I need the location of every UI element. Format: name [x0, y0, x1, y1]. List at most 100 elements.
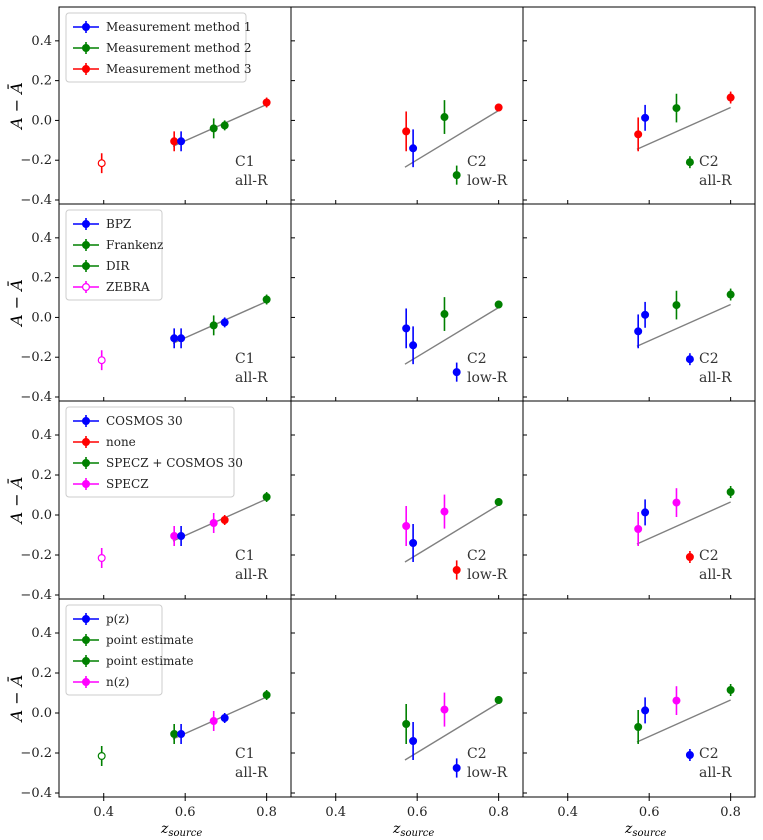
legend-marker [81, 677, 90, 686]
y-axis-label: A − Ā [6, 82, 26, 131]
x-tick-label: 0.8 [256, 805, 277, 820]
y-tick-label: 0.4 [31, 428, 52, 443]
y-tick-label: −0.4 [20, 193, 52, 208]
legend-box [65, 209, 163, 301]
reference-line [404, 109, 499, 168]
panel-label-selection: all-R [699, 765, 732, 781]
legend: COSMOS 30 none SPECZ + COSMOS 30 SPECZ [65, 406, 243, 498]
panel-label-sample: C2 [699, 351, 719, 367]
x-tick-label: 0.4 [325, 805, 346, 820]
x-axis-label-subscript: source [400, 828, 434, 839]
point-marker [97, 356, 106, 365]
data-point [262, 690, 271, 700]
data-point [672, 290, 681, 320]
point-marker [262, 493, 271, 502]
panel-label-selection: all-R [235, 567, 268, 583]
panel-label-sample: C1 [235, 154, 255, 170]
legend-marker [81, 459, 90, 468]
data-point [209, 513, 218, 533]
legend-item: BPZ [73, 217, 131, 231]
data-point [97, 350, 106, 371]
data-point [641, 697, 650, 724]
legend-marker [81, 23, 90, 32]
data-point [177, 328, 186, 349]
legend-label: n(z) [106, 675, 129, 689]
y-tick-label: 0.0 [31, 508, 52, 523]
x-tick-label: 0.6 [639, 805, 660, 820]
data-point [494, 103, 503, 112]
point-marker [641, 113, 650, 122]
data-point [494, 300, 503, 309]
data-point [402, 704, 411, 744]
point-marker [402, 719, 411, 728]
legend-box [65, 12, 247, 83]
data-point [262, 97, 271, 108]
point-marker [494, 498, 503, 507]
point-marker [262, 98, 271, 107]
point-marker [402, 127, 411, 136]
data-point [409, 129, 418, 168]
reference-line [172, 498, 267, 542]
legend-item: DIR [73, 259, 130, 273]
legend-label: Measurement method 2 [106, 41, 252, 55]
data-point [170, 724, 179, 744]
data-point [726, 288, 735, 301]
legend-marker [81, 635, 90, 644]
data-point [641, 301, 650, 328]
data-point [672, 93, 681, 123]
data-point [209, 711, 218, 731]
panel-label-sample: C2 [699, 154, 719, 170]
x-tick-label: 0.4 [93, 805, 114, 820]
y-tick-label: 0.2 [31, 74, 52, 89]
panel-r4-c2: C2 low-R [291, 632, 508, 797]
data-point [440, 494, 449, 529]
point-marker [220, 121, 229, 130]
point-marker [409, 736, 418, 745]
legend: Measurement method 1 Measurement method 2… [65, 12, 252, 83]
y-tick-label: 0.4 [31, 34, 52, 49]
panel-r4-c3: C2 all-R [523, 632, 735, 797]
panel-label-sample: C1 [235, 746, 255, 762]
point-marker [170, 729, 179, 738]
data-point [177, 526, 186, 546]
panel-label-sample: C2 [467, 548, 487, 564]
data-point [220, 515, 229, 525]
panel-r3-c1: C1 all-R [97, 492, 271, 599]
data-point [97, 548, 106, 568]
panel-label-selection: all-R [699, 173, 732, 189]
point-marker [452, 368, 461, 377]
x-tick-label: 0.6 [175, 805, 196, 820]
point-marker [634, 722, 643, 731]
data-point [220, 120, 229, 131]
legend-box [65, 604, 163, 696]
x-axis-label-main: z [160, 821, 169, 837]
point-marker [726, 685, 735, 694]
point-marker [97, 751, 106, 760]
point-marker [634, 327, 643, 336]
data-point [672, 686, 681, 715]
point-marker [452, 171, 461, 180]
panel-label-sample: C1 [235, 351, 255, 367]
x-axis-label: zsource [624, 821, 666, 839]
panel-label-selection: low-R [467, 567, 508, 583]
panel-label-selection: low-R [467, 765, 508, 781]
point-marker [440, 705, 449, 714]
point-marker [685, 552, 694, 561]
point-marker [209, 518, 218, 527]
reference-line [404, 702, 500, 761]
data-point [452, 362, 461, 382]
point-marker [672, 696, 681, 705]
point-marker [170, 531, 179, 540]
point-marker [209, 321, 218, 330]
data-point [170, 328, 179, 349]
panel-r3-c3: C2 all-R [523, 434, 735, 599]
legend-marker [81, 262, 90, 271]
reference-line [172, 696, 267, 740]
panel-r2-c3: C2 all-R [523, 237, 735, 401]
point-marker [494, 103, 503, 112]
data-point [170, 131, 179, 152]
point-marker [641, 706, 650, 715]
data-point [440, 297, 449, 331]
reference-line [172, 300, 267, 344]
panel-label-selection: all-R [235, 370, 268, 386]
